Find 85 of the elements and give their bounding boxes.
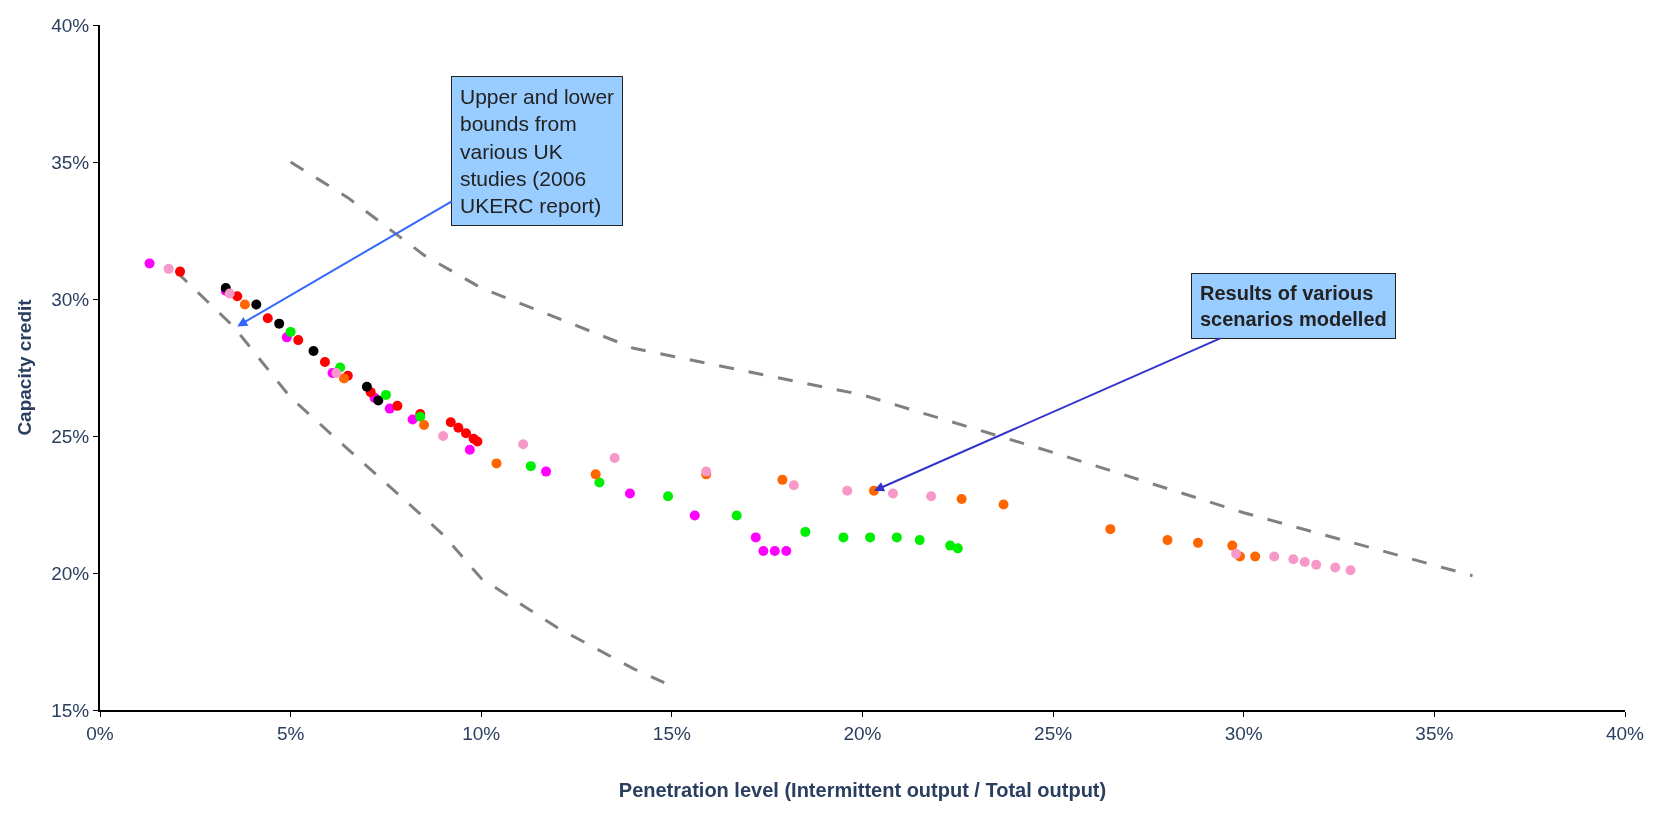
point [788,480,799,491]
point [308,346,319,357]
point [163,263,174,274]
point [914,535,925,546]
point [319,357,330,368]
point [838,532,849,543]
x-axis-title: Penetration level (Intermittent output / Total output) [618,778,1107,801]
y-tick-label: 35% [51,151,90,173]
y-tick-label: 20% [51,562,90,584]
x-tick-label: 40% [1605,722,1645,744]
x-tick-label: 20% [843,722,882,744]
line-series [289,160,1474,578]
point [945,540,956,551]
y-tick-label: 15% [51,699,90,721]
point [144,258,155,269]
point [541,466,552,477]
point [274,318,285,329]
point [865,532,876,543]
point [800,526,811,537]
point [750,532,761,543]
point [777,474,788,485]
x-tick-label: 15% [652,722,691,744]
point [1311,559,1322,570]
y-tick-label: 30% [51,288,90,310]
point [1105,524,1116,535]
point [689,510,700,521]
point [293,335,304,346]
point [525,461,536,472]
point [594,477,605,488]
point [453,422,464,433]
point [285,326,296,337]
point [361,381,372,392]
point [392,400,403,411]
point [472,436,483,447]
point [373,395,384,406]
point [224,288,235,299]
annotation: Upper and lower bounds from various UK studies (2006 UKERC report) [460,85,615,218]
point [419,420,430,431]
point [251,299,262,310]
point [464,444,475,455]
point [1288,554,1299,565]
point [842,485,853,496]
point [1250,551,1261,562]
x-tick-label: 35% [1415,722,1454,744]
point [1299,557,1310,568]
point [1269,551,1280,562]
x-tick-label: 0% [86,722,114,744]
point [998,499,1009,510]
point [952,543,963,554]
point [624,488,635,499]
point [1193,537,1203,548]
point [663,491,674,502]
point [491,458,502,469]
point [461,428,471,439]
point [769,546,780,557]
annotation: Results of various scenarios modelled [1200,282,1387,330]
point [731,510,742,521]
y-axis-title: Capacity credit [13,298,35,436]
x-tick-label: 25% [1034,722,1073,744]
point [262,313,273,324]
point [781,546,792,557]
point [1330,562,1341,573]
point [380,389,391,400]
point [331,367,342,378]
point [1227,540,1238,551]
point [239,299,250,310]
point [926,491,937,502]
point [1345,565,1356,576]
x-tick-label: 10% [462,722,501,744]
x-tick-label: 30% [1224,722,1263,744]
point [888,488,898,499]
point [518,439,529,450]
point [609,452,620,463]
point [590,469,601,480]
y-tick-label: 25% [51,425,90,447]
point [175,266,186,277]
x-tick-label: 5% [276,722,305,744]
y-tick-label: 40% [51,14,90,36]
point [956,494,967,505]
point [891,532,902,543]
point [445,417,456,428]
point [1162,535,1173,546]
point [339,373,349,384]
point [438,431,449,441]
point [758,546,769,557]
